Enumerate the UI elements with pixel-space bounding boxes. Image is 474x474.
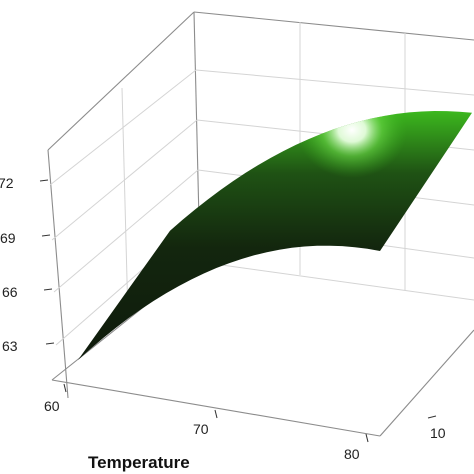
y-tick-mark <box>427 415 437 419</box>
z-tick-label: 66 <box>2 284 18 300</box>
y-tick-label: 10 <box>430 425 446 441</box>
z-axis: 72 69 66 63 <box>0 175 55 354</box>
floor-front-edge <box>51 379 381 437</box>
plot-box <box>47 11 474 437</box>
back-wall-top-edge <box>47 11 195 151</box>
x-tick-mark <box>214 409 218 419</box>
x-axis-title: Temperature <box>88 453 190 472</box>
floor-right-edge <box>379 329 474 437</box>
response-surface <box>78 111 472 360</box>
right-wall-top-edge <box>193 11 474 41</box>
x-tick-label: 80 <box>344 446 360 462</box>
back-wall-left-edge <box>47 149 69 399</box>
y-axis: 10 <box>427 415 446 441</box>
z-tick-mark <box>39 179 49 182</box>
x-tick-mark <box>63 383 67 393</box>
x-tick-label: 60 <box>44 398 60 414</box>
z-tick-mark <box>41 234 51 237</box>
x-axis: 60 70 80 Temperature <box>44 383 369 472</box>
grid-line <box>199 261 474 301</box>
grid-line <box>121 87 129 319</box>
surface-highlight <box>297 111 407 178</box>
z-tick-mark <box>45 342 55 345</box>
surface-patch <box>78 111 472 360</box>
z-tick-label: 69 <box>0 230 16 246</box>
x-tick-label: 70 <box>193 421 209 437</box>
x-tick-mark <box>365 433 369 443</box>
z-tick-mark <box>43 288 53 291</box>
z-tick-label: 63 <box>2 338 18 354</box>
z-tick-label: 72 <box>0 175 14 191</box>
grid-line <box>195 69 474 96</box>
